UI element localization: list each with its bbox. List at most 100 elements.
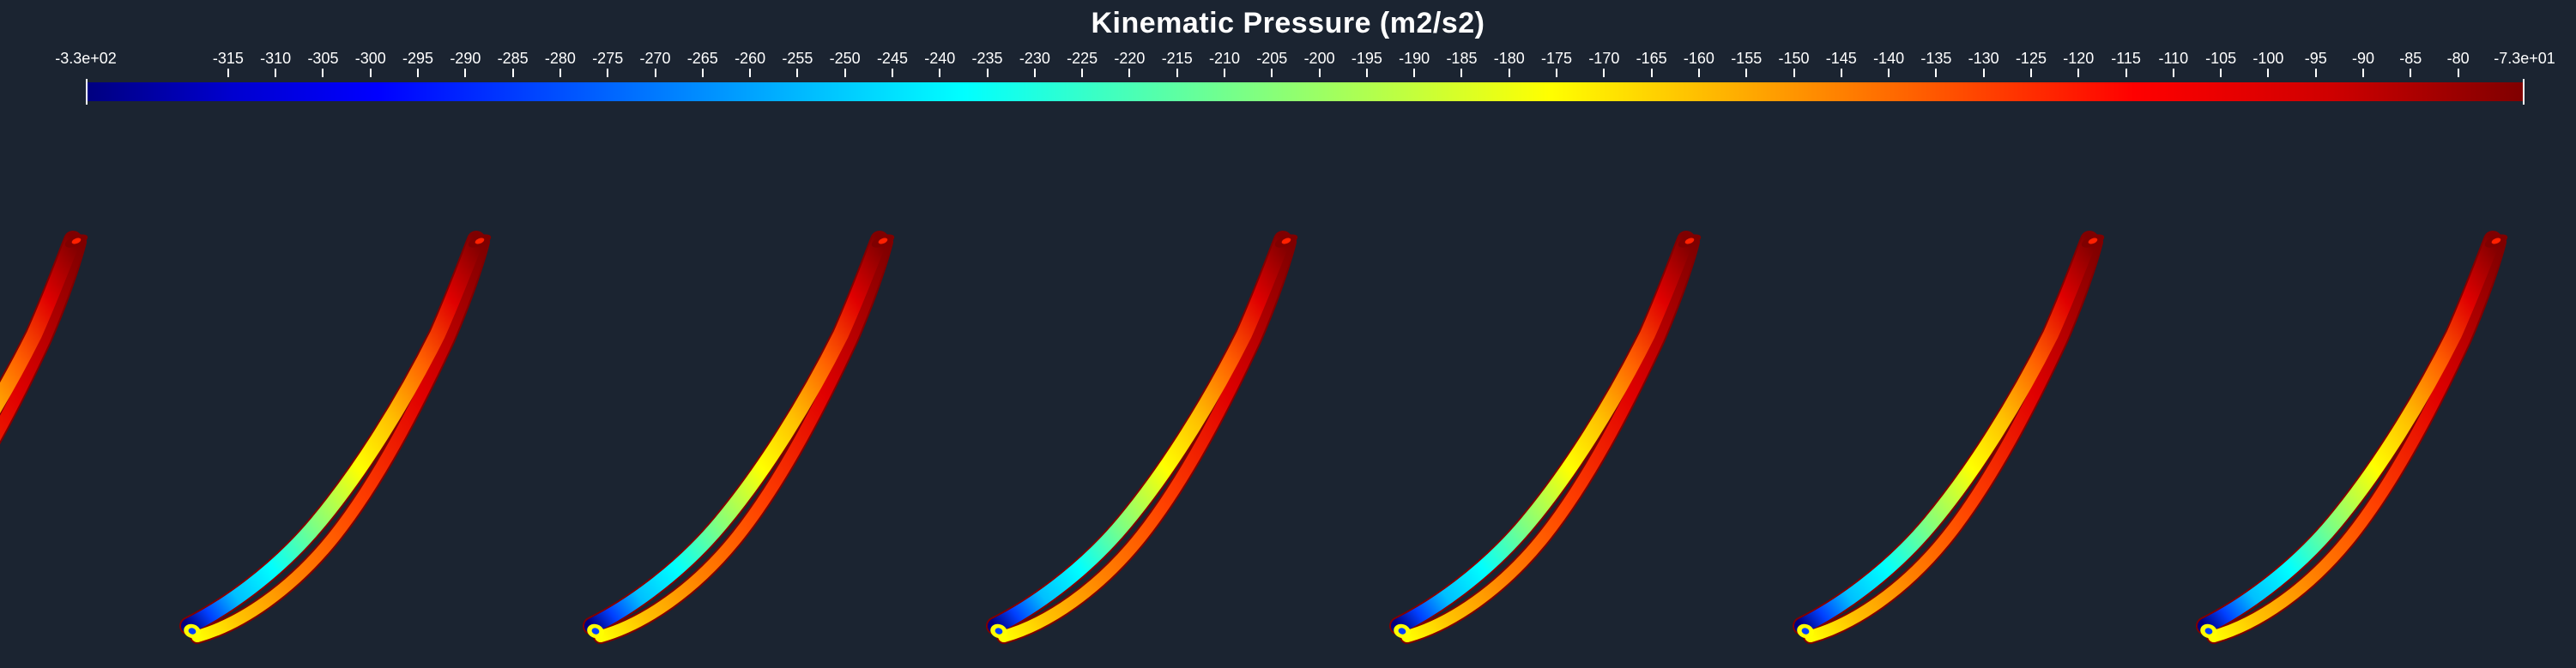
colorbar-tick (1935, 69, 1937, 77)
colorbar-tick-label: -260 (735, 50, 765, 68)
colorbar-tick (275, 69, 276, 77)
colorbar-tick (417, 69, 419, 77)
colorbar-tick (1413, 69, 1415, 77)
colorbar-tick-label: -135 (1920, 50, 1951, 68)
colorbar-tick-label: -90 (2352, 50, 2374, 68)
colorbar-tick-label: -150 (1778, 50, 1809, 68)
colorbar-tick (322, 69, 324, 77)
blade-upper-surface (189, 240, 476, 626)
colorbar-tick-label: -290 (450, 50, 481, 68)
colorbar-tick-label: -185 (1446, 50, 1477, 68)
blade-lower-surface (1004, 242, 1289, 636)
blade-upper-surface (2205, 240, 2493, 626)
colorbar-tick-label: -305 (307, 50, 338, 68)
colorbar-tick-label: -310 (260, 50, 291, 68)
colorbar-tick (1319, 69, 1321, 77)
blade-cascade (0, 129, 2576, 668)
colorbar-tick-label: -165 (1636, 50, 1667, 68)
colorbar-gradient (86, 82, 2525, 101)
colorbar-tick (559, 69, 561, 77)
blade-upper-surface (995, 240, 1283, 626)
colorbar-tick-label: -270 (639, 50, 670, 68)
blade (978, 232, 1321, 643)
colorbar-tick-label: -300 (355, 50, 386, 68)
colorbar-tick (1509, 69, 1510, 77)
colorbar-tick (2126, 69, 2127, 77)
colorbar-tick-label: -195 (1351, 50, 1382, 68)
colorbar-tick (1224, 69, 1225, 77)
colorbar-tick (2030, 69, 2032, 77)
colorbar-tick (1081, 69, 1083, 77)
colorbar-tick-label: -265 (687, 50, 718, 68)
colorbar-tick-label: -80 (2447, 50, 2470, 68)
colorbar-tick (1698, 69, 1700, 77)
colorbar-tick (370, 69, 372, 77)
colorbar-tick (2362, 69, 2364, 77)
colorbar-tick-label: -180 (1494, 50, 1525, 68)
colorbar-tick (1841, 69, 1842, 77)
colorbar-tick (1034, 69, 1036, 77)
colorbar-tick (702, 69, 704, 77)
colorbar-tick-label: -315 (213, 50, 244, 68)
colorbar-tick-label: -250 (830, 50, 861, 68)
colorbar-tick-label: -245 (877, 50, 908, 68)
blade-lower-surface (197, 242, 482, 636)
colorbar-tick (1366, 69, 1368, 77)
colorbar-tick (2458, 69, 2459, 77)
blade-upper-surface (1399, 240, 1686, 626)
colorbar-tick (892, 69, 893, 77)
colorbar-tick-label: -205 (1256, 50, 1287, 68)
blade-upper-surface (592, 240, 880, 626)
colorbar-tick-label: -285 (498, 50, 529, 68)
colorbar-tick-label: -160 (1684, 50, 1714, 68)
colorbar-tick (1651, 69, 1653, 77)
colorbar-tick-label: -115 (2111, 50, 2141, 68)
colorbar-tick (2315, 69, 2317, 77)
colorbar-tick-label: -235 (972, 50, 1003, 68)
colorbar-tick-label: -85 (2399, 50, 2422, 68)
colorbar-tick-label: -155 (1731, 50, 1762, 68)
colorbar-tick (1176, 69, 1178, 77)
visualization-stage: Kinematic Pressure (m2/s2) -3.3e+02-315-… (0, 0, 2576, 668)
colorbar-tick-label: -240 (924, 50, 955, 68)
colorbar-tick (2220, 69, 2222, 77)
colorbar-tick (1271, 69, 1273, 77)
colorbar-tick-label: -175 (1541, 50, 1572, 68)
colorbar-tick-label: -95 (2305, 50, 2327, 68)
colorbar-tick-label: -145 (1826, 50, 1857, 68)
colorbar-tick-label: -255 (782, 50, 813, 68)
blade-upper-surface (1802, 240, 2089, 626)
colorbar-tick (655, 69, 656, 77)
colorbar-tick-label: -105 (2205, 50, 2236, 68)
colorbar-tick (796, 69, 798, 77)
colorbar-tick (2077, 69, 2079, 77)
colorbar-tick (1888, 69, 1890, 77)
blade (1785, 232, 2128, 643)
blade (2188, 232, 2531, 643)
colorbar-tick (227, 69, 229, 77)
colorbar-tick (1745, 69, 1747, 77)
colorbar: -3.3e+02-315-310-305-300-295-290-285-280… (86, 50, 2525, 110)
colorbar-tick (749, 69, 751, 77)
colorbar-tick-label: -210 (1209, 50, 1240, 68)
colorbar-tick-label: -200 (1304, 50, 1335, 68)
blade-lower-surface (1811, 242, 2095, 636)
colorbar-tick (1556, 69, 1557, 77)
colorbar-ticks (86, 69, 2525, 79)
colorbar-tick (512, 69, 514, 77)
blade (172, 232, 515, 643)
blade-lower-surface (601, 242, 886, 636)
colorbar-min-label: -3.3e+02 (55, 50, 117, 68)
colorbar-tick-label: -125 (2016, 50, 2047, 68)
colorbar-tick (2267, 69, 2269, 77)
chart-title: Kinematic Pressure (m2/s2) (0, 7, 2576, 40)
colorbar-tick (844, 69, 846, 77)
colorbar-tick-label: -120 (2063, 50, 2094, 68)
colorbar-tick (1603, 69, 1605, 77)
colorbar-tick (1983, 69, 1985, 77)
colorbar-max-label: -7.3e+01 (2494, 50, 2555, 68)
colorbar-tick-label: -230 (1019, 50, 1050, 68)
colorbar-tick (1128, 69, 1130, 77)
colorbar-tick (987, 69, 989, 77)
blade-lower-surface (1407, 242, 1692, 636)
